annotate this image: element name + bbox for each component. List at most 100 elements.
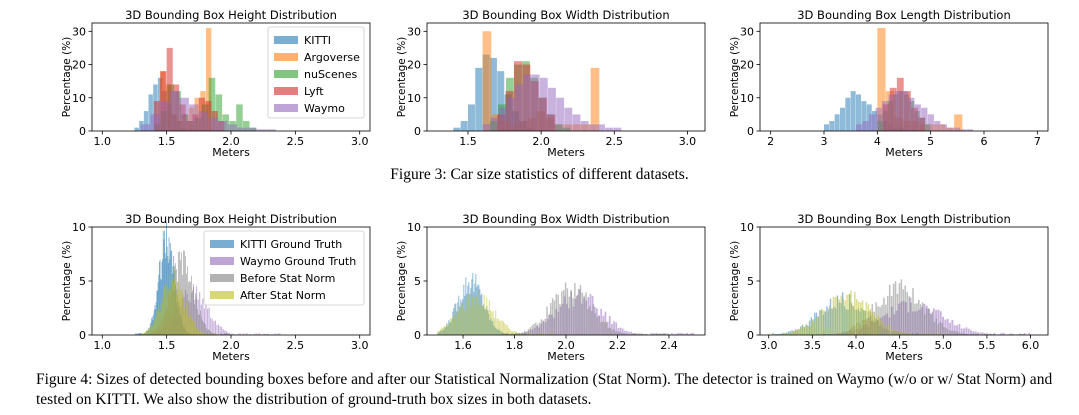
bar: [256, 129, 267, 131]
bar: [158, 312, 160, 335]
bar: [856, 299, 858, 335]
x-tick-label: 4: [874, 135, 881, 148]
legend-label: Waymo: [304, 102, 345, 115]
bar: [517, 332, 519, 335]
bar: [797, 328, 800, 335]
bar: [583, 295, 585, 335]
bar: [208, 330, 210, 335]
bar: [459, 307, 461, 335]
bar: [203, 333, 205, 335]
bar: [452, 316, 454, 335]
x-tick-label: 6: [981, 135, 988, 148]
bar: [949, 330, 951, 335]
bar: [531, 74, 540, 131]
bar: [900, 279, 903, 335]
bar: [947, 329, 949, 335]
bar: [632, 333, 635, 335]
bar: [865, 302, 868, 335]
bar: [146, 330, 148, 335]
bar: [892, 329, 895, 335]
bar: [803, 326, 806, 335]
bar: [179, 97, 189, 131]
bar: [540, 332, 542, 335]
bar: [641, 333, 643, 335]
bar: [218, 121, 228, 131]
bar: [842, 298, 844, 335]
bar: [145, 331, 147, 335]
legend-label: Waymo Ground Truth: [240, 255, 356, 268]
bars: [134, 27, 276, 131]
bar: [615, 322, 618, 335]
bar: [220, 333, 222, 335]
x-tick-label: 2.0: [557, 339, 575, 352]
bar: [657, 333, 660, 335]
bar: [166, 221, 168, 335]
bar: [169, 91, 180, 131]
bar: [513, 330, 515, 335]
bar: [795, 330, 798, 335]
bar: [563, 296, 566, 335]
bar: [162, 303, 164, 335]
bar: [208, 117, 218, 131]
bar: [149, 327, 151, 335]
bar: [520, 333, 522, 335]
bar: [1018, 333, 1021, 335]
bar: [850, 290, 852, 335]
bar: [794, 329, 797, 335]
bar: [511, 331, 513, 335]
bar: [451, 317, 453, 335]
bar: [887, 324, 889, 335]
bar: [538, 333, 540, 335]
bar: [931, 311, 934, 335]
y-axis-label: Percentage (%): [61, 241, 73, 322]
bar: [240, 333, 242, 335]
bar: [190, 275, 192, 335]
bar: [629, 334, 632, 335]
bar: [265, 334, 267, 335]
x-tick-label: 2.5: [287, 135, 305, 148]
bar: [528, 332, 530, 335]
bar: [161, 297, 163, 335]
bar: [908, 296, 910, 335]
bar: [892, 283, 895, 335]
y-tick-label: 10: [740, 221, 754, 234]
bar: [225, 332, 227, 335]
bar: [544, 318, 546, 335]
bar: [205, 333, 207, 335]
chart-title: 3D Bounding Box Height Distribution: [125, 8, 337, 22]
bar: [189, 104, 199, 131]
x-tick-label: 2.0: [222, 339, 240, 352]
figure-4-caption: Figure 4: Sizes of detected bounding box…: [36, 370, 1076, 410]
bar: [469, 306, 471, 335]
bar: [160, 304, 162, 335]
legend-swatch: [274, 104, 298, 112]
bar: [840, 295, 843, 335]
bar: [856, 94, 862, 131]
bar: [579, 285, 582, 335]
bar: [486, 297, 488, 335]
x-tick-label: 1.8: [506, 339, 524, 352]
bar: [197, 314, 199, 335]
bar: [457, 311, 459, 335]
bar: [258, 333, 261, 335]
y-tick-label: 10: [407, 92, 421, 105]
bar: [896, 293, 899, 335]
bar: [195, 296, 197, 335]
bar: [524, 334, 526, 335]
bar: [533, 323, 535, 335]
bar: [473, 305, 475, 335]
bar: [875, 318, 877, 335]
bar: [531, 325, 533, 335]
bar: [192, 320, 194, 335]
chart-title: 3D Bounding Box Length Distribution: [797, 8, 1011, 22]
bar: [152, 325, 154, 335]
bar: [768, 333, 771, 335]
bar: [793, 331, 795, 335]
bar: [951, 319, 954, 335]
legend-label: Before Stat Norm: [240, 272, 335, 285]
bar: [935, 318, 938, 335]
bar: [609, 328, 611, 335]
bar: [467, 104, 475, 131]
bar: [659, 333, 662, 335]
bar: [877, 27, 886, 131]
